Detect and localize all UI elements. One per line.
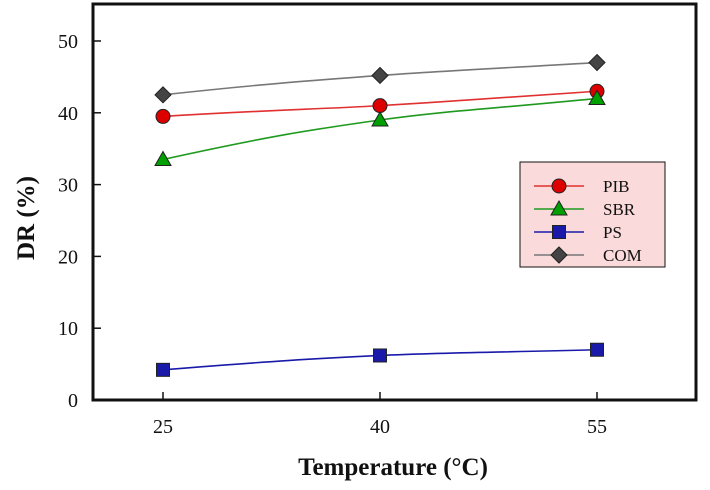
y-axis-title: DR (%) xyxy=(13,176,40,260)
x-tick-label: 25 xyxy=(153,416,173,438)
y-tick-label: 40 xyxy=(58,103,78,125)
data-point-pib xyxy=(155,108,171,124)
data-point-com xyxy=(371,66,389,85)
legend-box xyxy=(519,161,666,268)
legend-label-ps: PS xyxy=(603,223,622,242)
legend-item-sbr: SBR xyxy=(534,199,636,219)
x-axis-ticks: 25 40 55 xyxy=(153,392,607,438)
data-point-com xyxy=(154,86,172,104)
y-axis-ticks: 0 10 20 30 40 50 xyxy=(58,31,101,412)
legend: PIB SBR PS COM xyxy=(519,161,666,268)
legend-label-com: COM xyxy=(603,246,642,265)
legend-item-pib: PIB xyxy=(534,177,629,196)
data-point-sbr xyxy=(154,150,172,166)
legend-marker-pib xyxy=(551,178,567,194)
y-tick-label: 10 xyxy=(58,318,78,340)
series-com xyxy=(154,53,606,104)
series-pib xyxy=(155,83,605,124)
legend-label-pib: PIB xyxy=(603,177,629,196)
series-layer xyxy=(154,53,606,377)
data-point-pib xyxy=(372,98,388,114)
data-point-com xyxy=(588,53,606,72)
y-tick-label: 30 xyxy=(58,175,78,197)
x-axis-title: Temperature (°C) xyxy=(298,454,488,481)
data-point-sbr xyxy=(588,89,606,105)
legend-marker-com xyxy=(550,246,568,264)
legend-marker-ps xyxy=(552,225,566,239)
y-tick-label: 20 xyxy=(58,246,78,268)
x-tick-label: 55 xyxy=(587,416,607,438)
series-sbr xyxy=(154,89,606,166)
data-point-sbr xyxy=(371,110,389,127)
legend-label-sbr: SBR xyxy=(603,200,636,219)
legend-item-com: COM xyxy=(534,246,642,265)
data-point-ps xyxy=(590,342,604,357)
data-point-ps xyxy=(373,348,387,363)
y-tick-label: 0 xyxy=(68,390,78,412)
series-ps xyxy=(156,342,604,377)
y-tick-label: 50 xyxy=(58,31,78,53)
x-tick-label: 40 xyxy=(370,416,390,438)
data-point-ps xyxy=(156,362,170,377)
legend-item-ps: PS xyxy=(534,223,622,242)
legend-marker-sbr xyxy=(550,199,568,216)
